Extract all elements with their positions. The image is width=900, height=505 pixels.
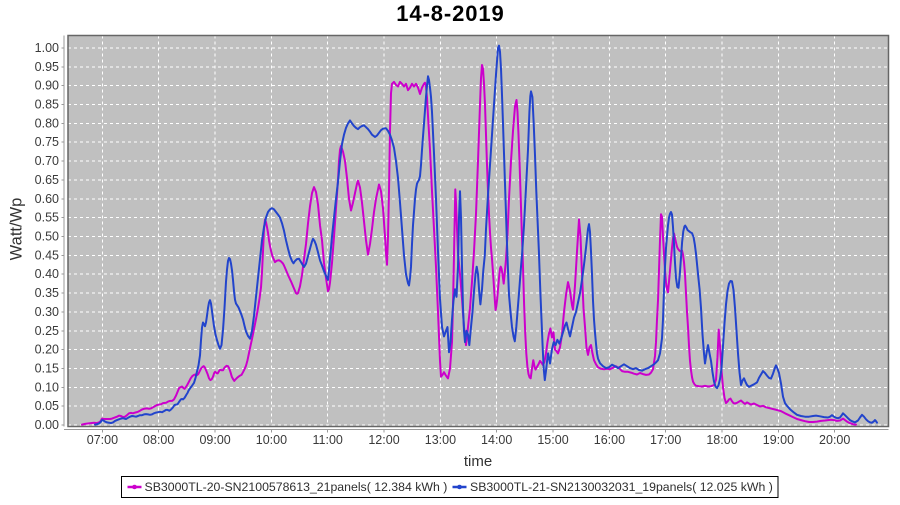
svg-text:14:00: 14:00	[481, 433, 512, 447]
svg-text:0.00: 0.00	[35, 418, 59, 432]
svg-text:07:00: 07:00	[87, 433, 118, 447]
svg-text:0.95: 0.95	[35, 60, 59, 74]
svg-text:SB3000TL-21-SN2130032031_19pan: SB3000TL-21-SN2130032031_19panels( 12.02…	[470, 480, 773, 494]
svg-text:13:00: 13:00	[425, 433, 456, 447]
svg-text:0.25: 0.25	[35, 324, 59, 338]
svg-text:0.80: 0.80	[35, 116, 59, 130]
svg-text:16:00: 16:00	[594, 433, 625, 447]
svg-text:1.00: 1.00	[35, 41, 59, 55]
svg-text:0.50: 0.50	[35, 230, 59, 244]
svg-text:19:00: 19:00	[763, 433, 794, 447]
svg-text:14-8-2019: 14-8-2019	[396, 1, 504, 26]
svg-text:0.60: 0.60	[35, 192, 59, 206]
svg-text:10:00: 10:00	[256, 433, 287, 447]
svg-text:08:00: 08:00	[143, 433, 174, 447]
svg-text:0.70: 0.70	[35, 154, 59, 168]
svg-text:0.45: 0.45	[35, 248, 59, 262]
svg-text:09:00: 09:00	[199, 433, 230, 447]
svg-text:time: time	[464, 453, 492, 470]
svg-text:15:00: 15:00	[537, 433, 568, 447]
svg-text:0.20: 0.20	[35, 343, 59, 357]
svg-text:12:00: 12:00	[368, 433, 399, 447]
svg-text:20:00: 20:00	[819, 433, 850, 447]
svg-text:0.40: 0.40	[35, 267, 59, 281]
svg-text:0.90: 0.90	[35, 79, 59, 93]
svg-text:0.65: 0.65	[35, 173, 59, 187]
svg-text:0.35: 0.35	[35, 286, 59, 300]
svg-text:0.30: 0.30	[35, 305, 59, 319]
svg-text:Watt/Wp: Watt/Wp	[8, 198, 26, 261]
svg-text:0.55: 0.55	[35, 211, 59, 225]
svg-text:11:00: 11:00	[313, 433, 343, 447]
svg-text:17:00: 17:00	[650, 433, 681, 447]
svg-text:18:00: 18:00	[706, 433, 737, 447]
svg-text:0.15: 0.15	[35, 361, 59, 375]
svg-text:0.85: 0.85	[35, 98, 59, 112]
svg-text:SB3000TL-20-SN2100578613_21pan: SB3000TL-20-SN2100578613_21panels( 12.38…	[145, 480, 448, 494]
svg-text:0.10: 0.10	[35, 380, 59, 394]
svg-text:0.75: 0.75	[35, 135, 59, 149]
svg-text:0.05: 0.05	[35, 399, 59, 413]
